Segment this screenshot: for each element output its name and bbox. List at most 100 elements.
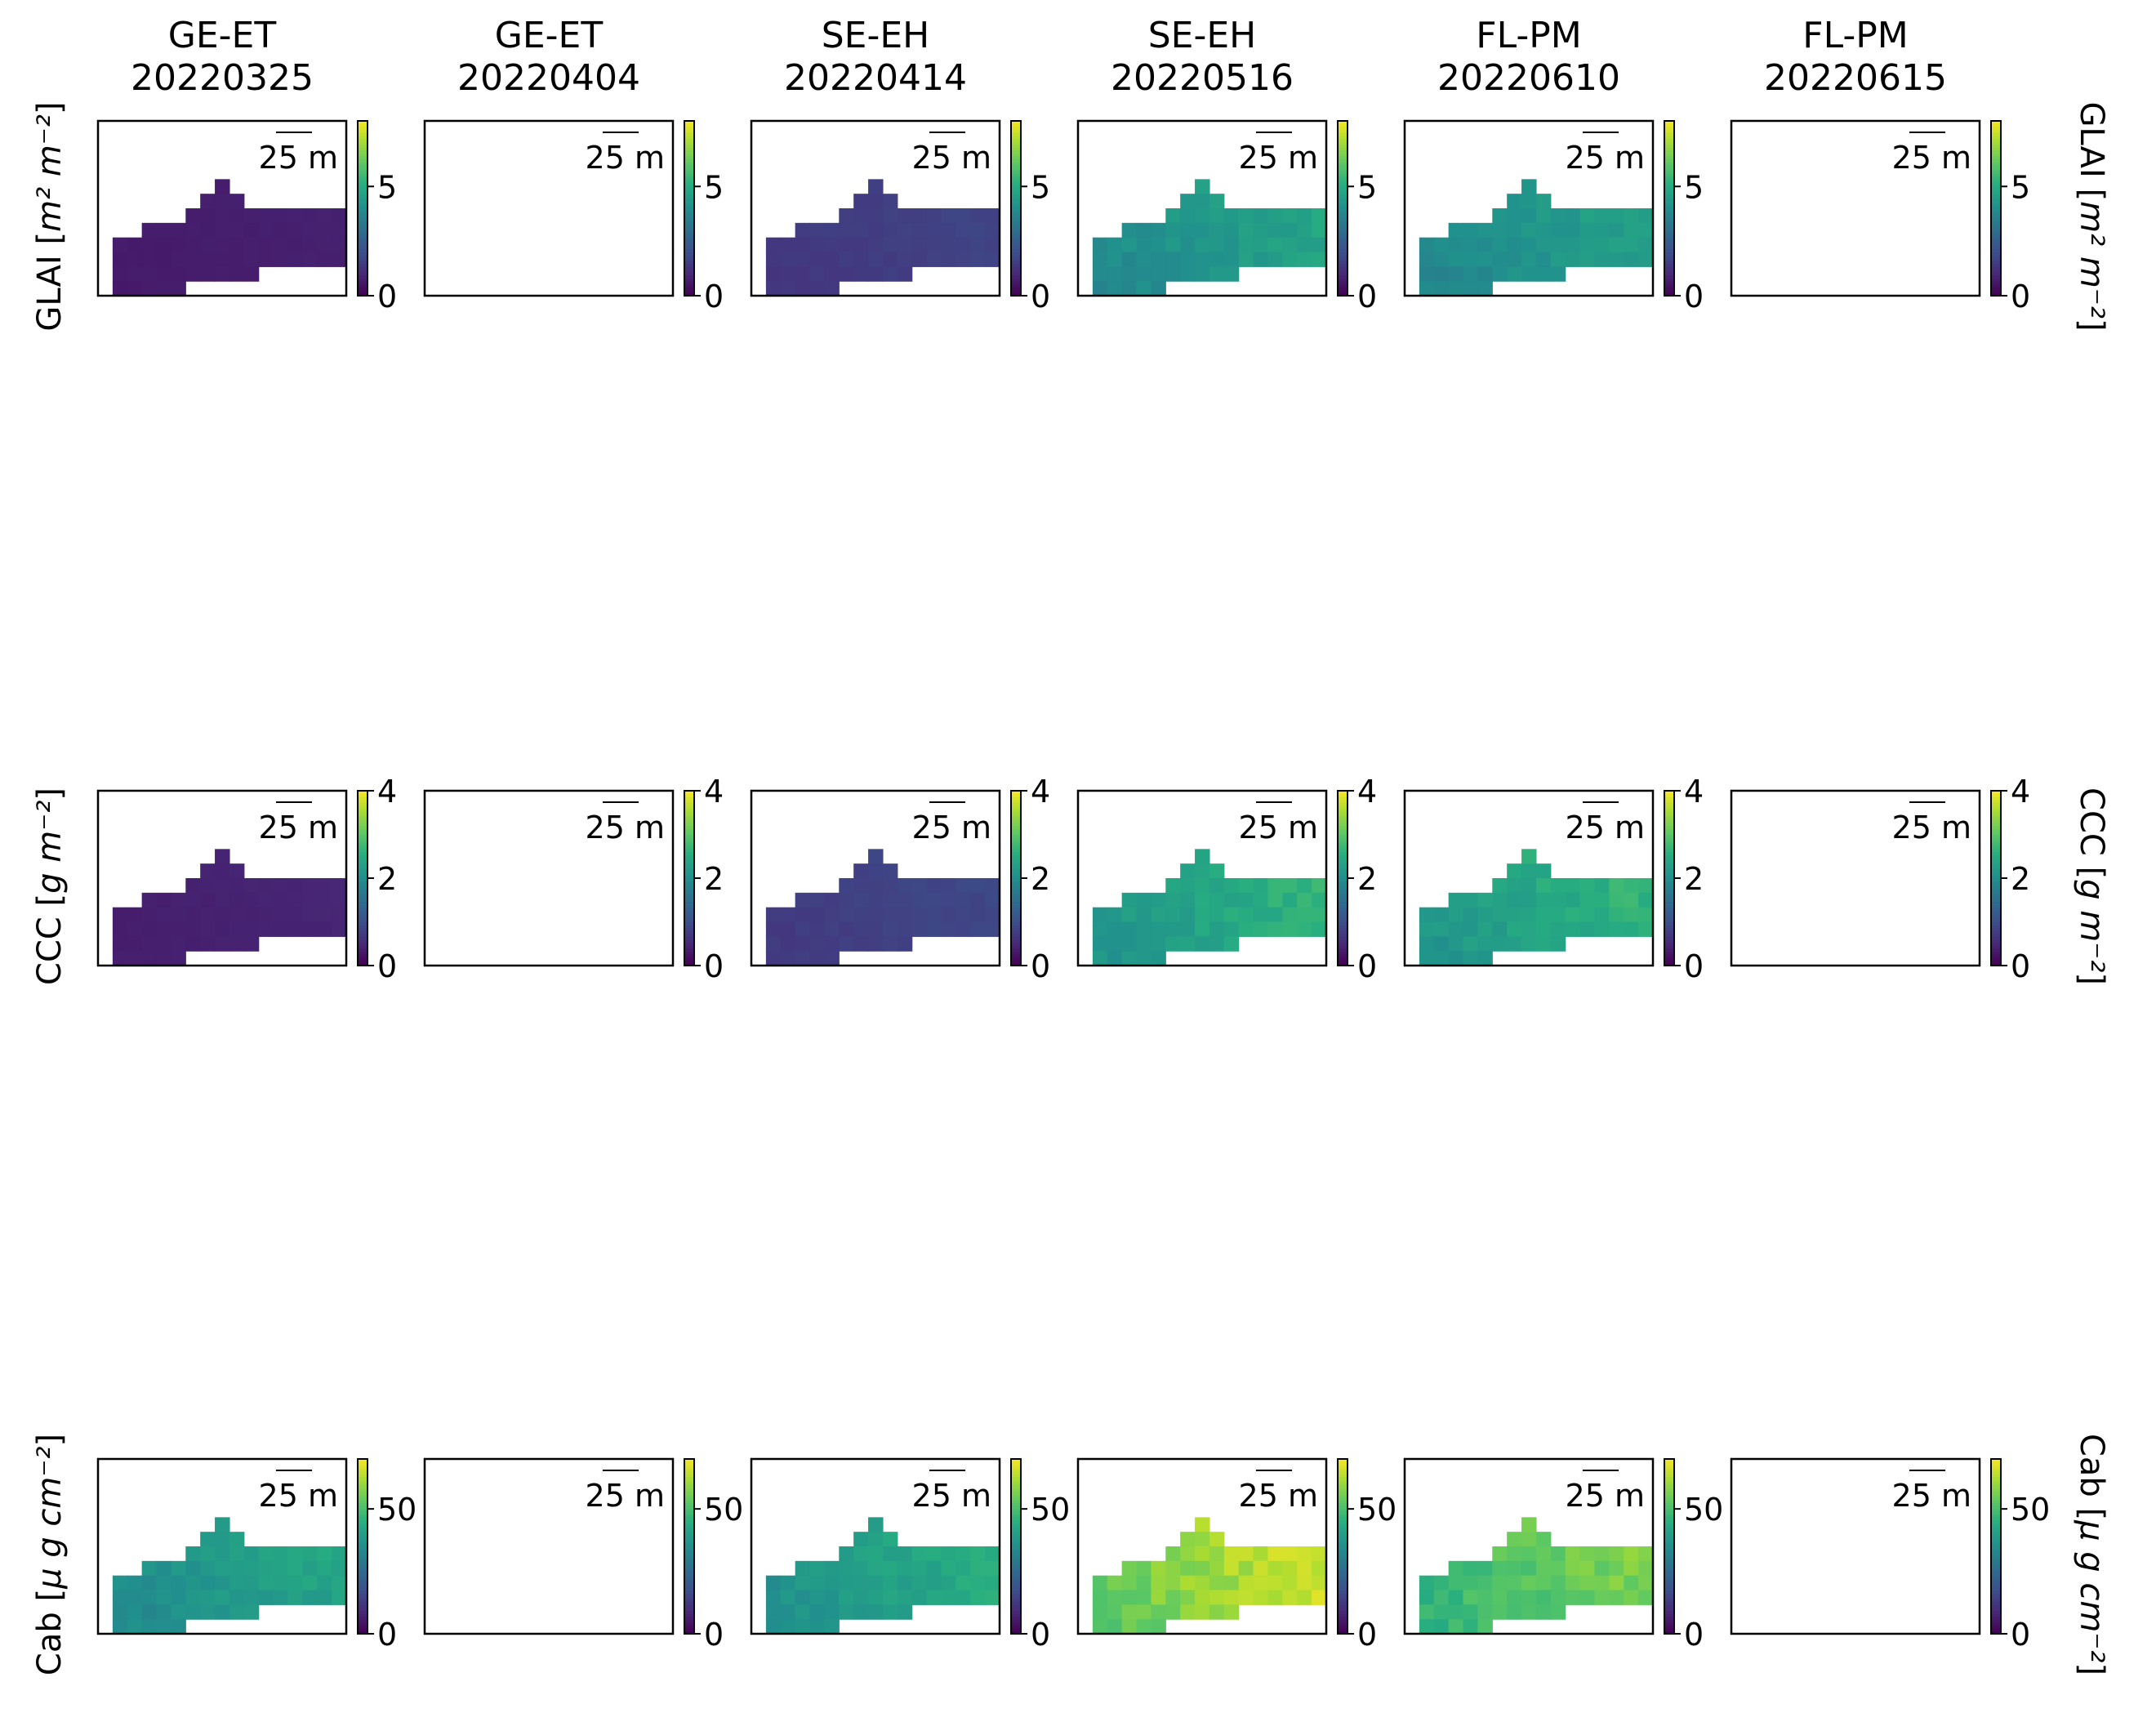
colorbar-segment	[684, 243, 694, 247]
pixel-cell	[1492, 892, 1508, 908]
colorbar-segment	[1011, 1549, 1021, 1553]
pixel-cell	[273, 878, 289, 894]
colorbar-segment	[1664, 802, 1674, 806]
pixel-cell	[200, 907, 216, 923]
pixel-cell	[1107, 951, 1123, 966]
pixel-cell	[1535, 1546, 1552, 1562]
pixel-cell	[258, 1546, 274, 1562]
pixel-cell	[1267, 921, 1283, 937]
pixel-cell	[1624, 208, 1639, 224]
colorbar-segment	[684, 1511, 694, 1515]
colorbar-segment	[1991, 132, 2001, 136]
pixel-cell	[1165, 936, 1181, 952]
colorbar-segment	[684, 948, 694, 952]
pixel-cell	[795, 1604, 811, 1620]
colorbar-segment	[1991, 1519, 2001, 1524]
colorbar-segment	[684, 129, 694, 133]
colorbar-segment	[1011, 890, 1021, 894]
map-panel: 25 m	[1403, 1457, 1655, 1635]
colorbar-segment	[684, 819, 694, 823]
colorbar-segment	[1011, 1528, 1021, 1532]
colorbar-segment	[358, 933, 368, 937]
colorbar-segment	[1664, 263, 1674, 267]
pixel-cell	[1433, 951, 1450, 966]
pixel-cell	[1624, 237, 1639, 253]
pixel-cell	[1223, 1590, 1240, 1605]
pixel-cell	[765, 1619, 782, 1635]
pixel-cell	[882, 1546, 898, 1562]
pixel-cell	[1195, 1560, 1210, 1577]
colorbar-segment	[1011, 1604, 1021, 1608]
pixel-cell	[780, 1575, 796, 1591]
pixel-cell	[882, 892, 898, 908]
colorbar-segment	[1991, 1467, 2001, 1471]
colorbar-segment	[1338, 1517, 1348, 1521]
colorbar-segment	[358, 158, 368, 163]
pixel-cell	[1092, 951, 1108, 966]
pixel-cell	[795, 951, 811, 966]
pixel-cell	[1463, 907, 1479, 923]
colorbar-segment	[1011, 205, 1021, 209]
colorbar-segment	[1011, 240, 1021, 244]
colorbar-segment	[1664, 881, 1674, 885]
pixel-cell	[215, 1560, 230, 1577]
pixel-cell	[1136, 1619, 1152, 1635]
pixel-cell	[1565, 892, 1581, 908]
colorbar-segment	[684, 912, 694, 917]
pixel-cell	[765, 252, 782, 267]
colorbar-segment	[1991, 834, 2001, 838]
colorbar-segment	[358, 147, 368, 151]
colorbar-segment	[684, 196, 694, 200]
colorbar-segment	[1338, 147, 1348, 151]
pixel-cell	[258, 878, 274, 894]
row-label-right-text: CCC [g m⁻²]	[2073, 787, 2110, 985]
pixel-cell	[809, 1575, 826, 1591]
pixel-cell	[868, 266, 884, 282]
pixel-cell	[1121, 936, 1138, 952]
colorbar-segment	[1991, 1540, 2001, 1545]
pixel-cell	[215, 1532, 230, 1547]
colorbar-segment	[358, 208, 368, 212]
colorbar-segment	[358, 1491, 368, 1495]
pixel-cell	[795, 1590, 811, 1605]
colorbar-segment	[684, 1604, 694, 1608]
pixel-cell	[985, 1575, 1000, 1591]
pixel-cell	[1180, 208, 1196, 224]
colorbar-segment	[1338, 951, 1348, 955]
colorbar-segment	[1011, 164, 1021, 168]
pixel-cell	[868, 194, 884, 209]
colorbar-segment	[684, 144, 694, 148]
pixel-cell	[127, 1604, 143, 1620]
colorbar-segment	[1011, 132, 1021, 136]
pixel-cell	[1107, 907, 1123, 923]
colorbar-segment	[358, 1488, 368, 1492]
colorbar-segment	[1991, 225, 2001, 230]
colorbar-segment	[1991, 1497, 2001, 1501]
pixel-cell	[882, 1532, 898, 1547]
colorbar-segment	[1011, 1526, 1021, 1530]
colorbar-segment	[358, 278, 368, 282]
colorbar-tick-label: 0	[377, 948, 397, 984]
colorbar-segment	[358, 1578, 368, 1582]
pixel-cell	[853, 1575, 869, 1591]
pixel-cell	[1092, 252, 1108, 267]
row-label-close: ]	[2073, 972, 2110, 985]
pixel-cell	[853, 266, 869, 282]
pixel-cell	[1433, 936, 1450, 952]
pixel-cell	[200, 222, 216, 239]
pixel-cell	[1267, 1575, 1283, 1591]
colorbar-segment	[1991, 799, 2001, 803]
colorbar: 050	[1010, 1458, 1070, 1653]
pixel-cell	[795, 237, 811, 253]
pixel-cell	[941, 878, 956, 894]
pixel-cell	[1463, 921, 1479, 937]
pixel-cell	[1507, 878, 1522, 894]
colorbar-segment	[1991, 892, 2001, 896]
pixel-cell	[1594, 921, 1610, 937]
colorbar-segment	[1664, 147, 1674, 151]
colorbar-segment	[1338, 281, 1348, 285]
pixel-cell	[795, 936, 811, 952]
colorbar-segment	[1664, 825, 1674, 829]
colorbar-segment	[1664, 878, 1674, 882]
pixel-cell	[1209, 936, 1225, 952]
